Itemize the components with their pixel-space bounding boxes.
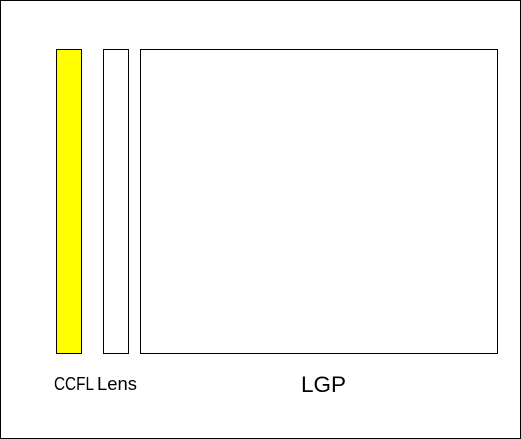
lens: [103, 49, 129, 354]
lens-label: Lens: [97, 374, 137, 394]
ccfl-label: CCFL: [54, 374, 94, 394]
lgp-label: LGP: [301, 372, 346, 397]
ccfl-lamp: [56, 49, 82, 354]
lgp-plate: [140, 49, 498, 354]
